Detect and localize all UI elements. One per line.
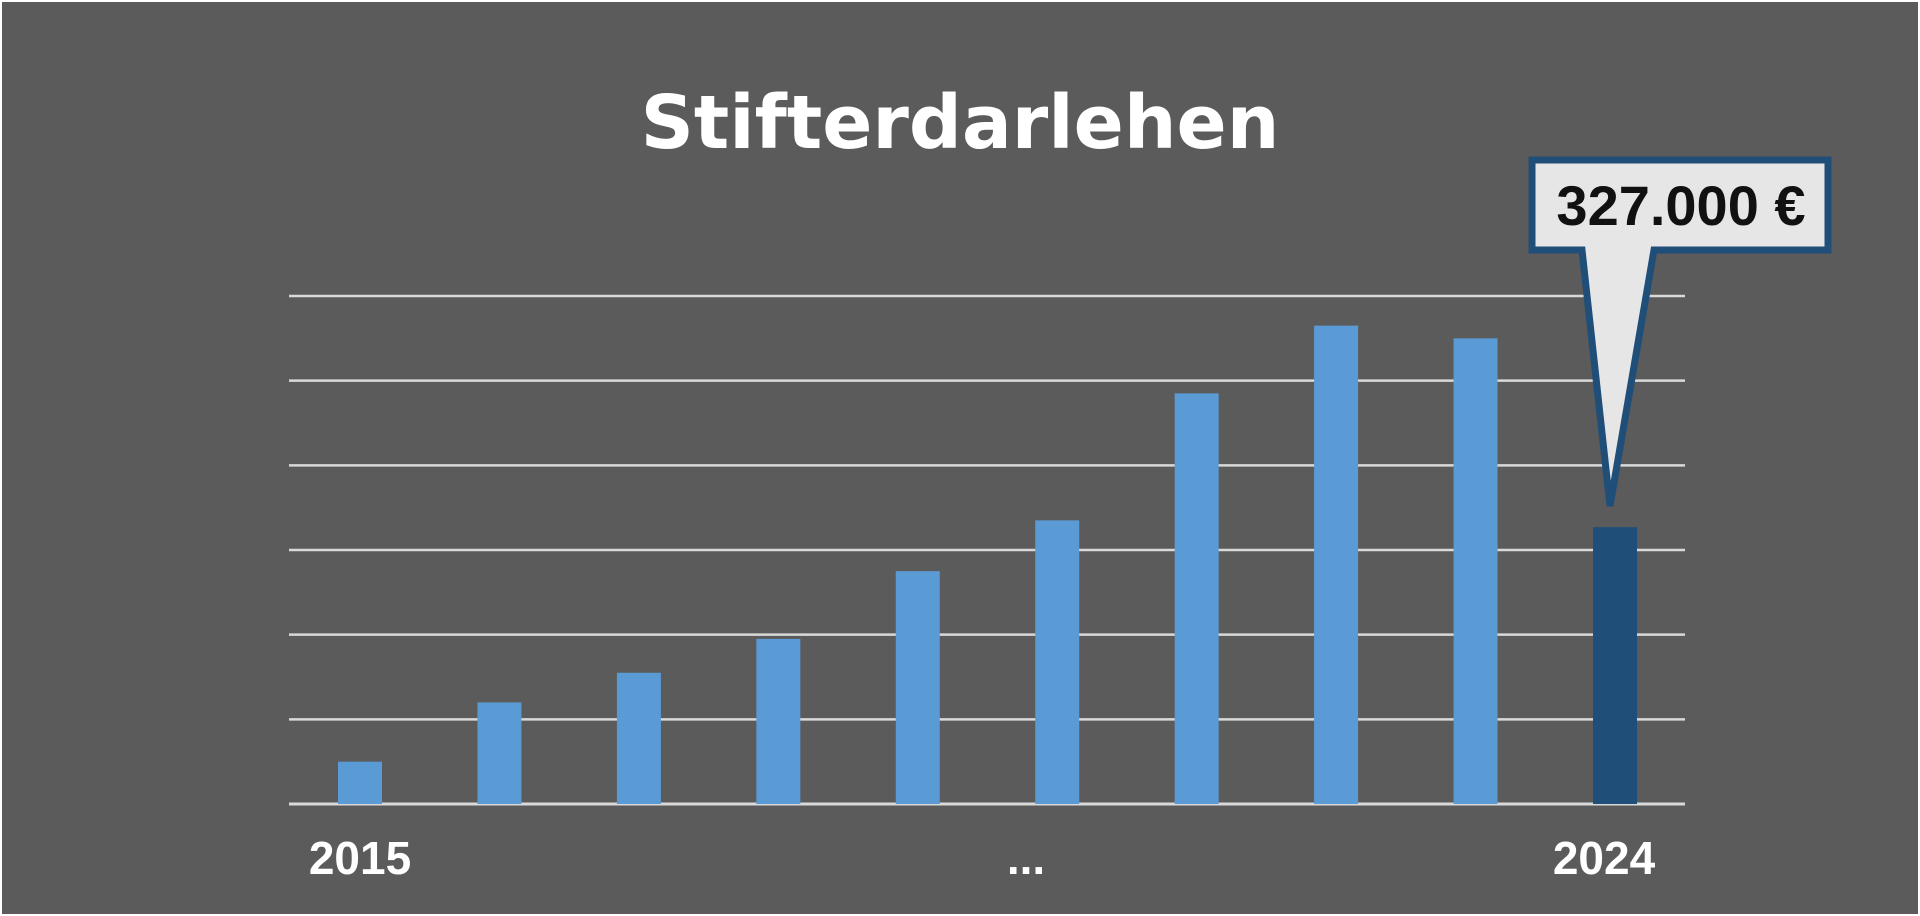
bar-2022 xyxy=(1314,325,1359,804)
bar-2018 xyxy=(756,638,801,804)
bar-2020 xyxy=(1035,520,1080,804)
bar-2017 xyxy=(616,672,661,804)
bar-2019 xyxy=(895,571,940,804)
callout-shape xyxy=(1528,156,1832,507)
x-tick-label-2024: 2024 xyxy=(1552,832,1656,884)
bar-2024 xyxy=(1593,527,1637,804)
bar-2021 xyxy=(1174,393,1219,804)
bar-2015 xyxy=(338,761,382,804)
gridlines xyxy=(289,294,1685,806)
bars xyxy=(338,325,1637,804)
x-tick-label-ellipsis: ... xyxy=(1006,832,1046,884)
x-tick-label-2015: 2015 xyxy=(308,832,412,884)
callout-value-label: 327.000 € xyxy=(1556,174,1806,237)
bar-2023 xyxy=(1453,338,1498,804)
bar-2016 xyxy=(477,702,522,804)
chart-title: Stifterdarlehen xyxy=(640,80,1280,166)
